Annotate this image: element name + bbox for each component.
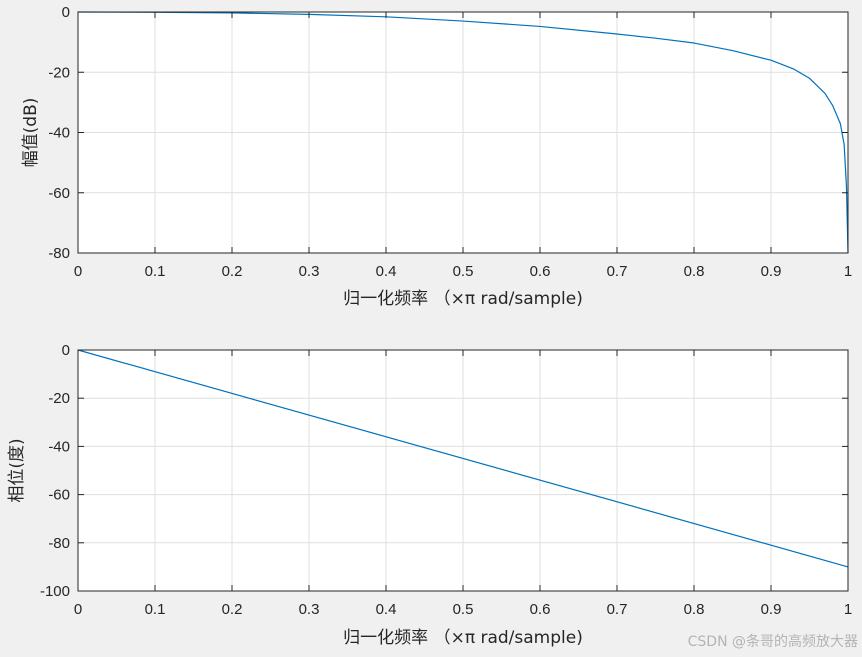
magnitude-x-tick-label: 0 bbox=[74, 263, 82, 280]
magnitude-ticks: 0 0.1 0.2 0.3 0.4 0.5 0.6 0.7 0.8 0.9 1 0 -20 -40 -60 -… bbox=[48, 4, 852, 280]
phase-y-tick-label: -80 bbox=[48, 535, 70, 552]
magnitude-y-tick-label: -40 bbox=[48, 125, 70, 142]
magnitude-x-tick-label: 1 bbox=[844, 263, 852, 280]
magnitude-y-tick-label: -80 bbox=[48, 245, 70, 262]
magnitude-y-tick-label: -20 bbox=[48, 64, 70, 81]
phase-y-tick-label: -100 bbox=[40, 583, 70, 600]
magnitude-x-tick-label: 0.3 bbox=[299, 263, 320, 280]
magnitude-x-tick-label: 0.5 bbox=[453, 263, 474, 280]
phase-x-tick-label: 0.4 bbox=[376, 601, 397, 618]
phase-x-tick-label: 0.8 bbox=[684, 601, 705, 618]
phase-x-tick-label: 0 bbox=[74, 601, 82, 618]
phase-grid bbox=[77, 349, 849, 592]
magnitude-x-tick-label: 0.9 bbox=[761, 263, 782, 280]
magnitude-y-axis-label: 幅值(dB) bbox=[21, 98, 41, 168]
magnitude-y-tick-label: -60 bbox=[48, 185, 70, 202]
phase-x-axis-label: 归一化频率 （×π rad/sample) bbox=[343, 628, 583, 648]
phase-y-axis-label: 相位(度) bbox=[7, 438, 27, 502]
phase-x-tick-label: 0.7 bbox=[607, 601, 628, 618]
magnitude-x-tick-label: 0.4 bbox=[376, 263, 397, 280]
magnitude-series bbox=[77, 11, 849, 254]
magnitude-x-tick-label: 0.7 bbox=[607, 263, 628, 280]
magnitude-plot: 0 0.1 0.2 0.3 0.4 0.5 0.6 0.7 0.8 0.9 1 0 -20 -40 -60 -… bbox=[21, 4, 852, 309]
phase-x-tick-label: 0.9 bbox=[761, 601, 782, 618]
phase-y-tick-label: -40 bbox=[48, 438, 70, 455]
phase-ticks: 0 0.1 0.2 0.3 0.4 0.5 0.6 0.7 0.8 0.9 1 0 -20 -40 -60 -… bbox=[40, 342, 852, 618]
phase-x-tick-label: 0.6 bbox=[530, 601, 551, 618]
phase-y-tick-label: 0 bbox=[62, 342, 70, 359]
phase-x-tick-label: 1 bbox=[844, 601, 852, 618]
phase-series-line bbox=[77, 349, 849, 568]
magnitude-x-tick-label: 0.6 bbox=[530, 263, 551, 280]
phase-x-tick-label: 0.1 bbox=[145, 601, 166, 618]
phase-series bbox=[77, 349, 849, 568]
magnitude-x-tick-label: 0.1 bbox=[145, 263, 166, 280]
magnitude-series-line bbox=[77, 11, 849, 254]
phase-x-tick-label: 0.5 bbox=[453, 601, 474, 618]
phase-plot: 0 0.1 0.2 0.3 0.4 0.5 0.6 0.7 0.8 0.9 1 0 -20 -40 -60 -… bbox=[7, 342, 852, 648]
magnitude-y-tick-label: 0 bbox=[62, 4, 70, 21]
magnitude-x-tick-label: 0.8 bbox=[684, 263, 705, 280]
phase-y-tick-label: -20 bbox=[48, 390, 70, 407]
magnitude-x-tick-label: 0.2 bbox=[222, 263, 243, 280]
phase-x-tick-label: 0.3 bbox=[299, 601, 320, 618]
magnitude-x-axis-label: 归一化频率 （×π rad/sample) bbox=[343, 289, 583, 309]
phase-x-tick-label: 0.2 bbox=[222, 601, 243, 618]
phase-y-tick-label: -60 bbox=[48, 487, 70, 504]
watermark: CSDN @条哥的高频放大器 bbox=[688, 633, 858, 650]
